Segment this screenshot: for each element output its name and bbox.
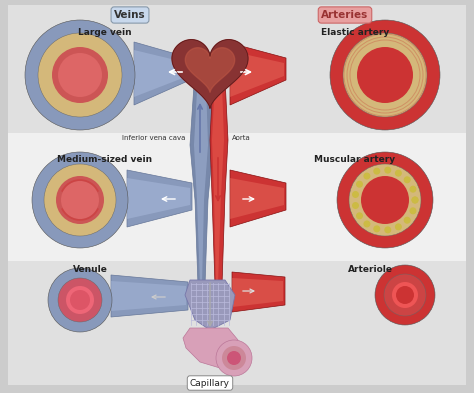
Bar [8,133,466,261]
Circle shape [32,152,128,248]
Circle shape [364,220,370,228]
Text: Arteriole: Arteriole [347,265,392,274]
Polygon shape [111,281,186,311]
Circle shape [48,268,112,332]
Text: Large vein: Large vein [78,28,132,37]
Text: Venule: Venule [73,265,108,274]
Circle shape [410,185,417,193]
Circle shape [395,170,402,176]
Polygon shape [230,170,286,227]
Circle shape [374,225,380,232]
Text: Capillary: Capillary [190,378,230,387]
Circle shape [38,33,122,117]
Polygon shape [127,178,190,219]
Circle shape [411,196,419,204]
Text: Arteries: Arteries [321,10,369,20]
Circle shape [66,286,94,314]
Text: Muscular artery: Muscular artery [314,155,396,164]
Bar [8,261,466,385]
Circle shape [352,202,359,209]
Polygon shape [230,178,284,219]
Circle shape [366,181,404,219]
Circle shape [61,181,99,219]
Polygon shape [232,278,283,307]
Polygon shape [230,51,284,97]
Circle shape [25,20,135,130]
Polygon shape [190,55,213,285]
Circle shape [404,217,410,224]
Circle shape [404,176,410,183]
Circle shape [227,351,241,365]
Circle shape [396,286,414,304]
Polygon shape [185,280,235,330]
Circle shape [58,278,102,322]
Polygon shape [111,275,188,317]
Circle shape [356,181,363,188]
Circle shape [357,47,413,103]
Polygon shape [172,40,248,108]
Polygon shape [183,328,238,368]
Circle shape [352,191,359,198]
Text: Veins: Veins [114,10,146,20]
Circle shape [222,346,246,370]
Polygon shape [210,58,228,285]
Bar [8,5,466,133]
Circle shape [410,208,417,214]
Polygon shape [212,58,224,285]
Circle shape [375,265,435,325]
Polygon shape [185,48,235,92]
Circle shape [384,167,391,174]
Text: Medium-sized vein: Medium-sized vein [57,155,153,164]
Circle shape [395,223,402,230]
Circle shape [411,196,419,204]
Circle shape [216,340,252,376]
Text: Inferior vena cava: Inferior vena cava [122,135,185,141]
Circle shape [52,47,108,103]
Polygon shape [230,43,286,105]
Circle shape [384,274,426,316]
Circle shape [70,290,90,310]
Circle shape [361,176,409,224]
Polygon shape [232,272,285,312]
Circle shape [349,164,421,236]
Text: Elastic artery: Elastic artery [321,28,389,37]
Circle shape [364,173,370,180]
Circle shape [58,53,102,97]
Polygon shape [134,50,188,97]
Circle shape [44,164,116,236]
Circle shape [384,226,391,233]
Polygon shape [127,170,192,227]
Polygon shape [134,42,190,105]
Circle shape [392,282,418,308]
Circle shape [330,20,440,130]
Circle shape [343,33,427,117]
Circle shape [374,168,380,174]
Circle shape [356,212,363,219]
Polygon shape [194,55,208,285]
Circle shape [337,152,433,248]
Text: Aorta: Aorta [232,135,251,141]
Circle shape [363,53,407,97]
Circle shape [56,176,104,224]
